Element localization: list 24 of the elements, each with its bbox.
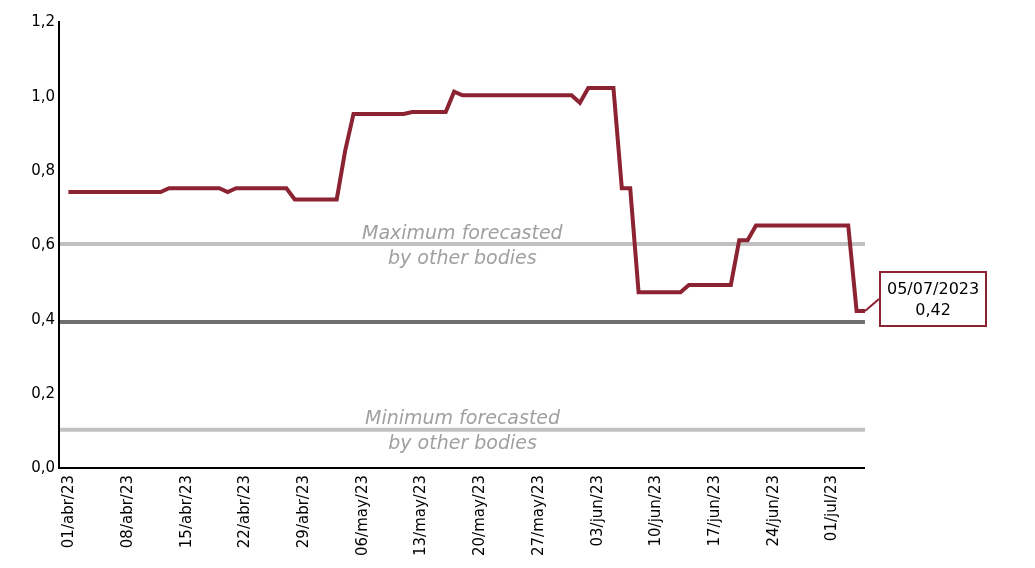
x-tick-label: 22/abr/23 bbox=[235, 475, 254, 549]
x-tick-label: 06/may/23 bbox=[352, 475, 371, 556]
x-tick-label: 29/abr/23 bbox=[294, 475, 313, 549]
y-tick-label: 0,6 bbox=[31, 235, 55, 254]
x-tick-label: 13/may/23 bbox=[411, 475, 430, 556]
x-tick-label: 08/abr/23 bbox=[117, 475, 136, 549]
ref-line-label: Maximum forecasted by other bodies bbox=[362, 221, 564, 268]
x-tick-label: 01/abr/23 bbox=[59, 475, 78, 549]
x-tick-label: 10/jun/23 bbox=[646, 475, 665, 547]
annotation: 05/07/2023 0,42 bbox=[887, 279, 980, 319]
x-tick-label: 24/jun/23 bbox=[763, 475, 782, 547]
ref-line-label: Minimum forecasted by other bodies bbox=[365, 406, 562, 453]
x-tick-label: 03/jun/23 bbox=[587, 475, 606, 547]
x-tick-label: 27/may/23 bbox=[528, 475, 547, 556]
y-tick-label: 1,0 bbox=[31, 86, 55, 105]
y-tick-label: 0,0 bbox=[31, 458, 55, 477]
x-tick-label: 20/may/23 bbox=[470, 475, 489, 556]
x-tick-label: 01/jul/23 bbox=[822, 475, 841, 542]
y-tick-label: 0,2 bbox=[31, 383, 55, 402]
y-tick-label: 0,4 bbox=[31, 309, 55, 328]
x-tick-label: 17/jun/23 bbox=[704, 475, 723, 547]
x-tick-label: 15/abr/23 bbox=[176, 475, 195, 549]
y-tick-label: 0,8 bbox=[31, 160, 55, 179]
y-tick-label: 1,2 bbox=[31, 12, 55, 31]
